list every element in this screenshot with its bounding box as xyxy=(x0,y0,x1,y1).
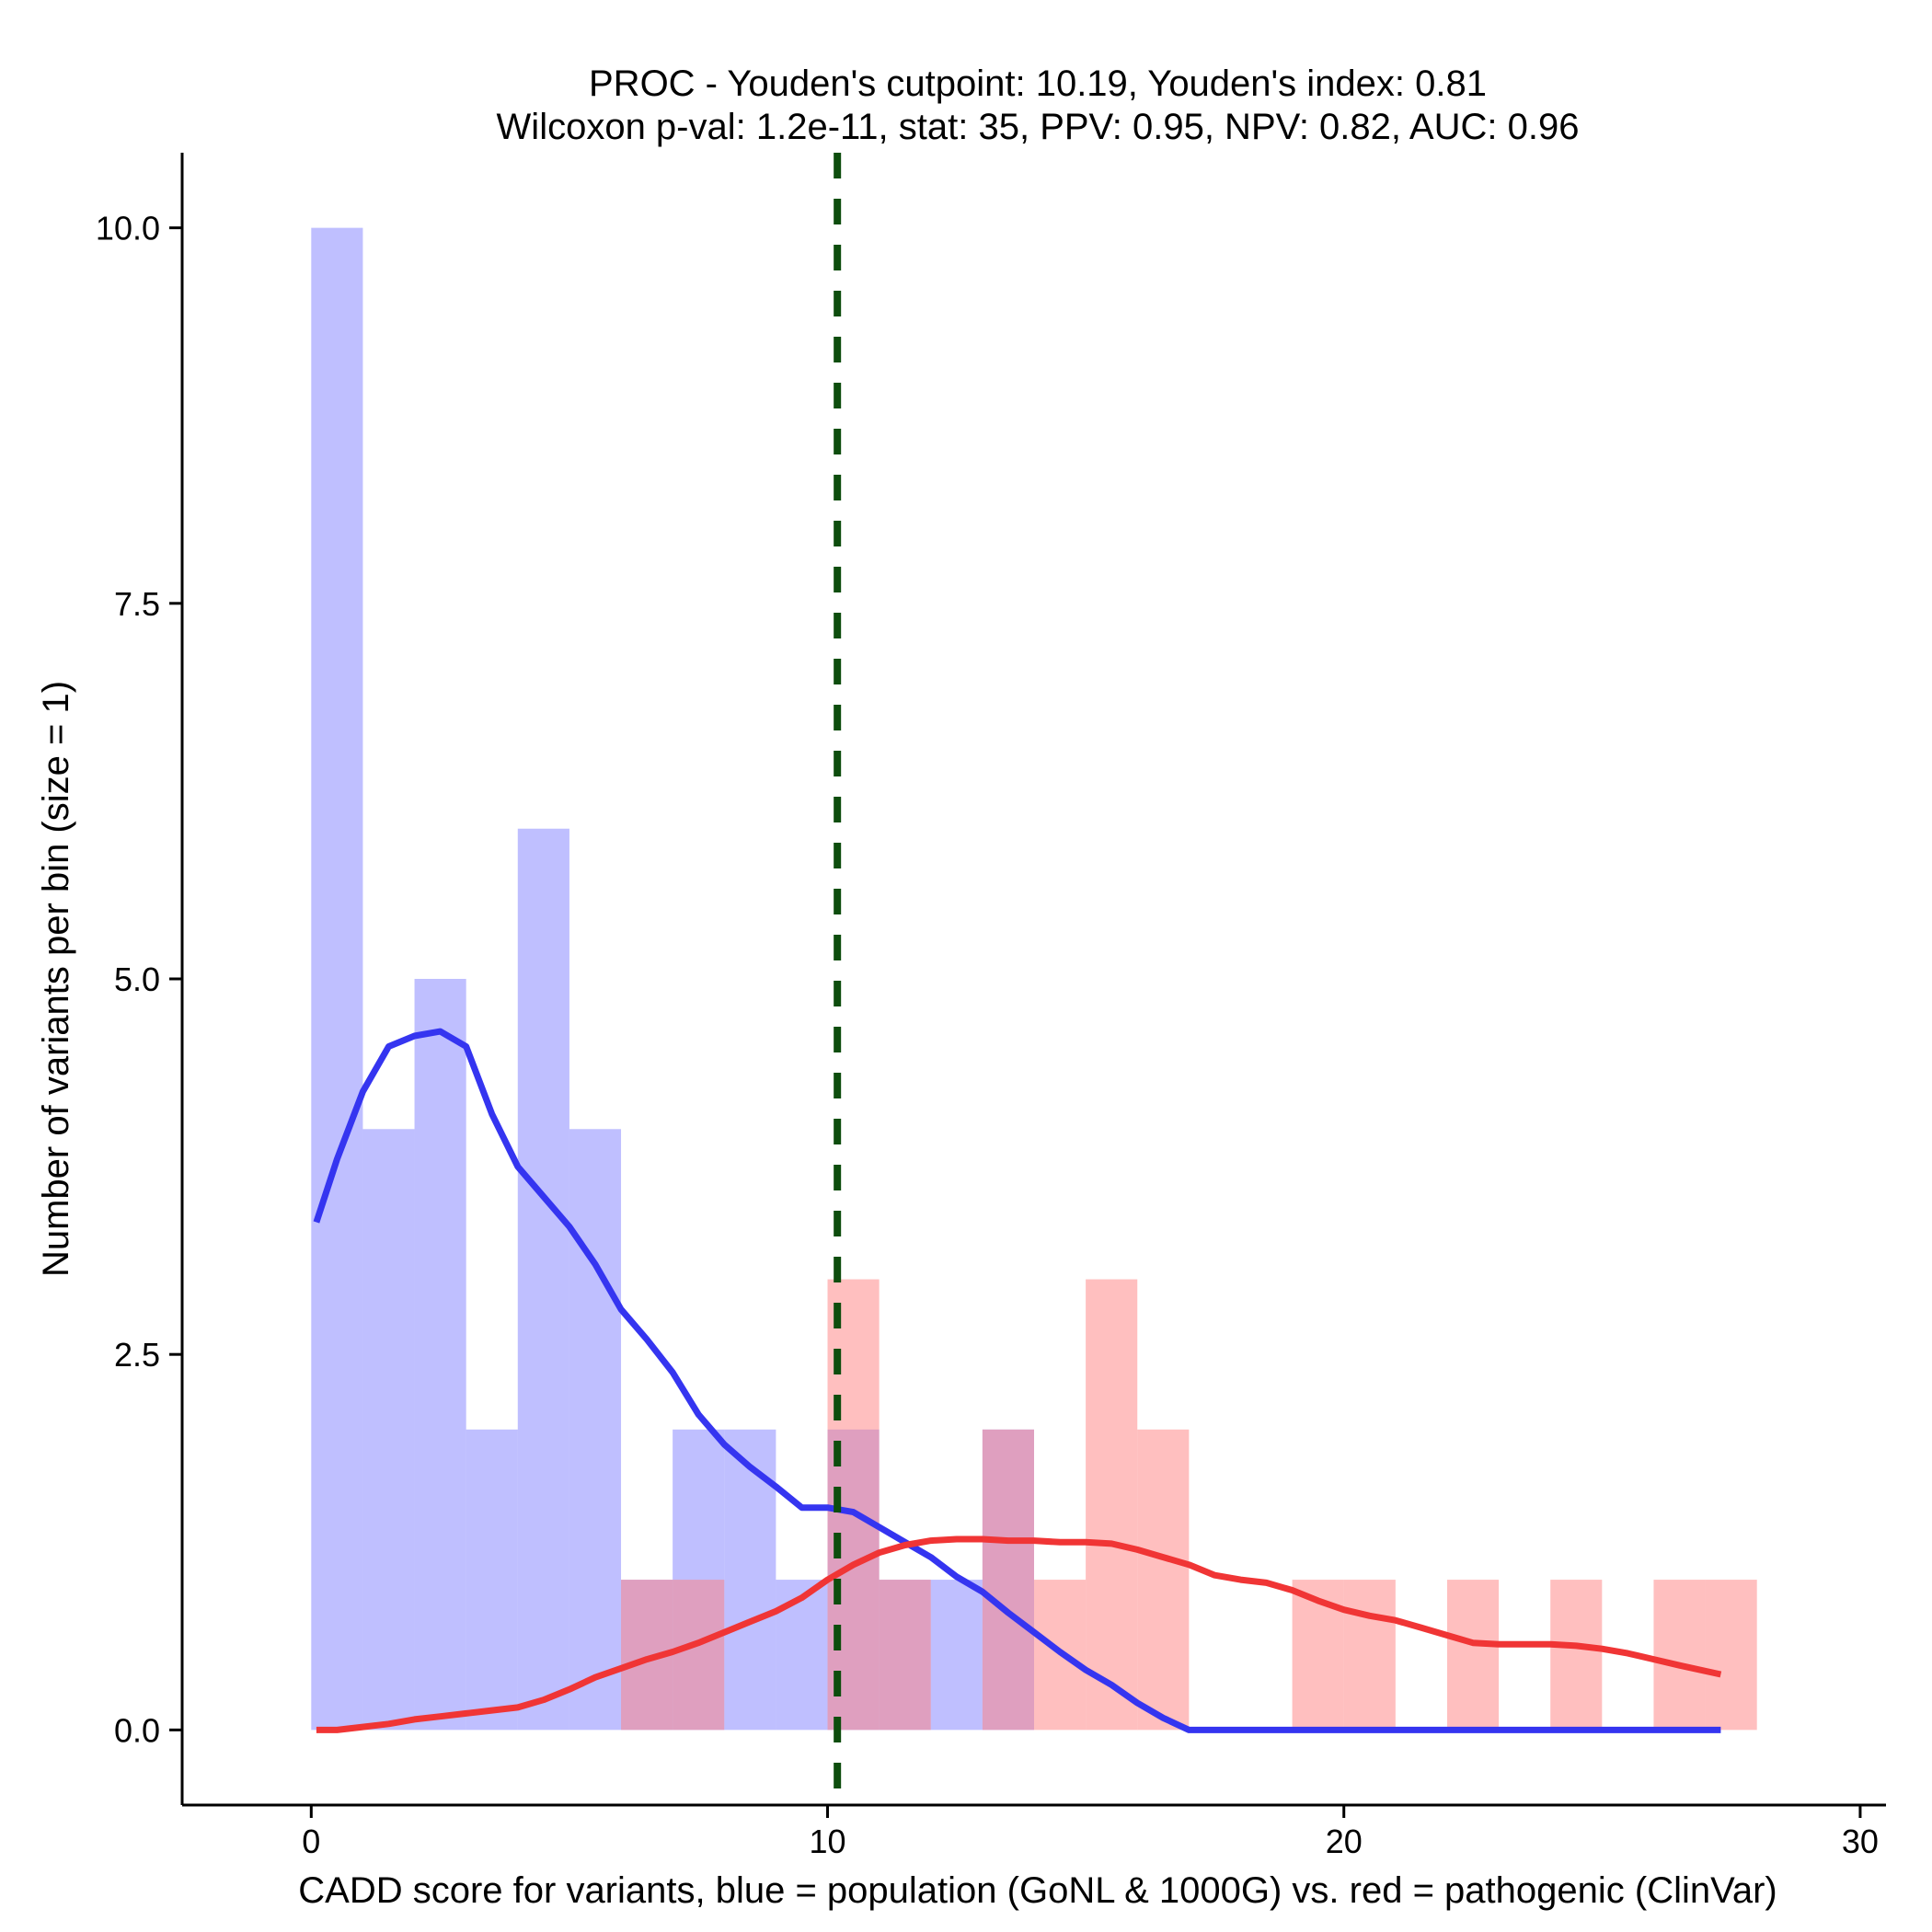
axes: 0 10 20 30 0.0 2.5 5.0 7.5 10.0 xyxy=(96,153,1886,1860)
histogram-bar xyxy=(414,979,466,1731)
histogram-bar xyxy=(1086,1279,1138,1731)
x-axis-ticks: 0 10 20 30 xyxy=(302,1805,1879,1860)
histogram-bar xyxy=(930,1580,983,1731)
density-line-series-1 xyxy=(313,1028,1721,1733)
y-axis-label: Number of variants per bin (size = 1) xyxy=(36,681,76,1277)
density-curves xyxy=(313,1028,1722,1733)
histogram-bar xyxy=(1137,1429,1190,1731)
histogram-bar xyxy=(1343,1580,1396,1731)
y-axis-ticks: 0.0 2.5 5.0 7.5 10.0 xyxy=(96,210,182,1749)
bars-series-1 xyxy=(311,227,1034,1731)
bars-series-2 xyxy=(621,1279,1757,1731)
y-tick-label: 2.5 xyxy=(114,1336,160,1374)
x-tick-label: 30 xyxy=(1842,1823,1879,1860)
histogram-bar xyxy=(1446,1580,1500,1731)
y-tick-label: 10.0 xyxy=(96,210,160,247)
histogram-bar xyxy=(982,1429,1034,1731)
density-line-series-2 xyxy=(316,1535,1722,1733)
histogram-bar xyxy=(1550,1580,1603,1731)
x-tick-label: 10 xyxy=(809,1823,845,1860)
histogram-bar xyxy=(776,1580,828,1731)
plot-area xyxy=(311,153,1757,1805)
chart-title: PROC - Youden's cutpoint: 10.19, Youden'… xyxy=(497,63,1580,147)
x-axis-label: CADD score for variants, blue = populati… xyxy=(298,1870,1777,1911)
histogram-bar xyxy=(517,828,569,1731)
histogram-bar xyxy=(1705,1580,1757,1731)
histogram-bar xyxy=(1653,1580,1706,1731)
histogram-bar xyxy=(879,1580,931,1731)
title-line-2: Wilcoxon p-val: 1.2e-11, stat: 35, PPV: … xyxy=(497,107,1580,147)
histogram-bar xyxy=(724,1429,776,1731)
x-tick-label: 0 xyxy=(302,1823,320,1860)
x-tick-label: 20 xyxy=(1326,1823,1363,1860)
histogram-bar xyxy=(673,1580,725,1731)
histogram-bar xyxy=(569,1129,622,1731)
histogram-bar xyxy=(362,1129,415,1731)
histogram-bar xyxy=(466,1429,518,1731)
y-tick-label: 5.0 xyxy=(114,960,160,998)
histogram-bar xyxy=(311,227,363,1731)
histogram-bars xyxy=(311,227,1757,1731)
y-tick-label: 0.0 xyxy=(114,1711,160,1749)
title-line-1: PROC - Youden's cutpoint: 10.19, Youden'… xyxy=(589,63,1487,104)
y-tick-label: 7.5 xyxy=(114,585,160,623)
